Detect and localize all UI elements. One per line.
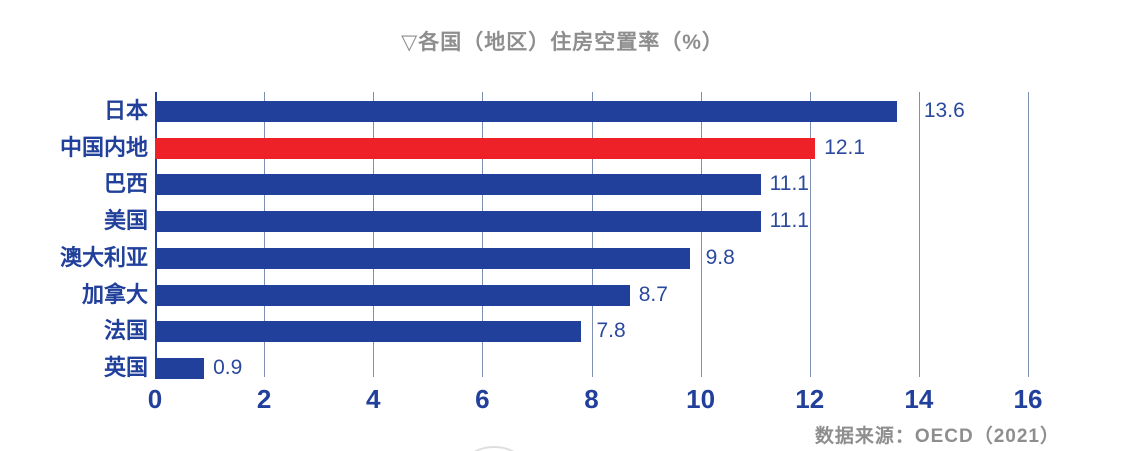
gridline-x-10 xyxy=(700,92,702,377)
x-tick-label-6: 6 xyxy=(475,384,490,414)
bar-row: 法国 7.8 xyxy=(0,318,1125,344)
gridline-x-2 xyxy=(264,92,266,377)
gridline-x-12 xyxy=(809,92,811,377)
gridline-x-16 xyxy=(1028,92,1029,377)
x-tick-label-10: 10 xyxy=(686,384,716,414)
category-label: 美国 xyxy=(103,208,148,234)
bar xyxy=(155,357,205,379)
chart-title: ▽各国（地区）住房空置率（%） xyxy=(401,31,724,54)
value-label: 13.6 xyxy=(923,99,965,122)
bar-row: 巴西 11.1 xyxy=(0,171,1125,197)
bar-row: 中国内地 12.1 xyxy=(0,134,1125,160)
x-tick-label-0: 0 xyxy=(147,384,163,414)
bar xyxy=(155,321,581,343)
category-label: 英国 xyxy=(103,354,148,380)
data-source: 数据来源：OECD（2021） xyxy=(814,426,1060,447)
value-label: 11.1 xyxy=(769,172,809,196)
bar xyxy=(155,284,630,306)
x-tick-label-16: 16 xyxy=(1013,384,1043,414)
value-label: 7.8 xyxy=(596,319,626,343)
bar-row: 日本 13.6 xyxy=(0,100,1125,122)
category-label: 日本 xyxy=(103,98,148,123)
category-label: 法国 xyxy=(103,318,148,344)
plot-area xyxy=(155,92,1029,377)
bar-row: 英国 0.9 xyxy=(0,354,1125,380)
value-label: 12.1 xyxy=(824,135,866,159)
y-axis-line xyxy=(155,92,157,377)
category-label: 澳大利亚 xyxy=(59,244,148,270)
bar xyxy=(155,211,761,233)
gridline-x-14 xyxy=(918,92,920,377)
category-label: 加拿大 xyxy=(81,281,148,307)
value-label: 0.9 xyxy=(213,355,243,379)
x-tick-label-12: 12 xyxy=(795,384,825,414)
gridline-x-8 xyxy=(591,92,593,377)
bar xyxy=(155,101,898,122)
x-tick-label-2: 2 xyxy=(256,384,272,414)
value-label: 9.8 xyxy=(705,245,735,269)
x-tick-label-14: 14 xyxy=(904,384,934,414)
cutoff-fragment xyxy=(468,446,520,451)
category-label: 巴西 xyxy=(103,171,148,197)
bar-row: 加拿大 8.7 xyxy=(0,281,1125,307)
value-label: 11.1 xyxy=(769,209,809,233)
x-tick-label-8: 8 xyxy=(584,384,599,414)
bar xyxy=(155,174,761,196)
x-tick-label-4: 4 xyxy=(366,384,381,414)
bar-row: 美国 11.1 xyxy=(0,208,1125,234)
value-label: 8.7 xyxy=(638,282,668,306)
category-label: 中国内地 xyxy=(59,134,148,160)
gridline-x-4 xyxy=(373,92,375,377)
gridline-x-6 xyxy=(482,92,484,377)
bar-highlighted xyxy=(155,137,816,159)
bar-row: 澳大利亚 9.8 xyxy=(0,244,1125,270)
bar xyxy=(155,247,690,269)
